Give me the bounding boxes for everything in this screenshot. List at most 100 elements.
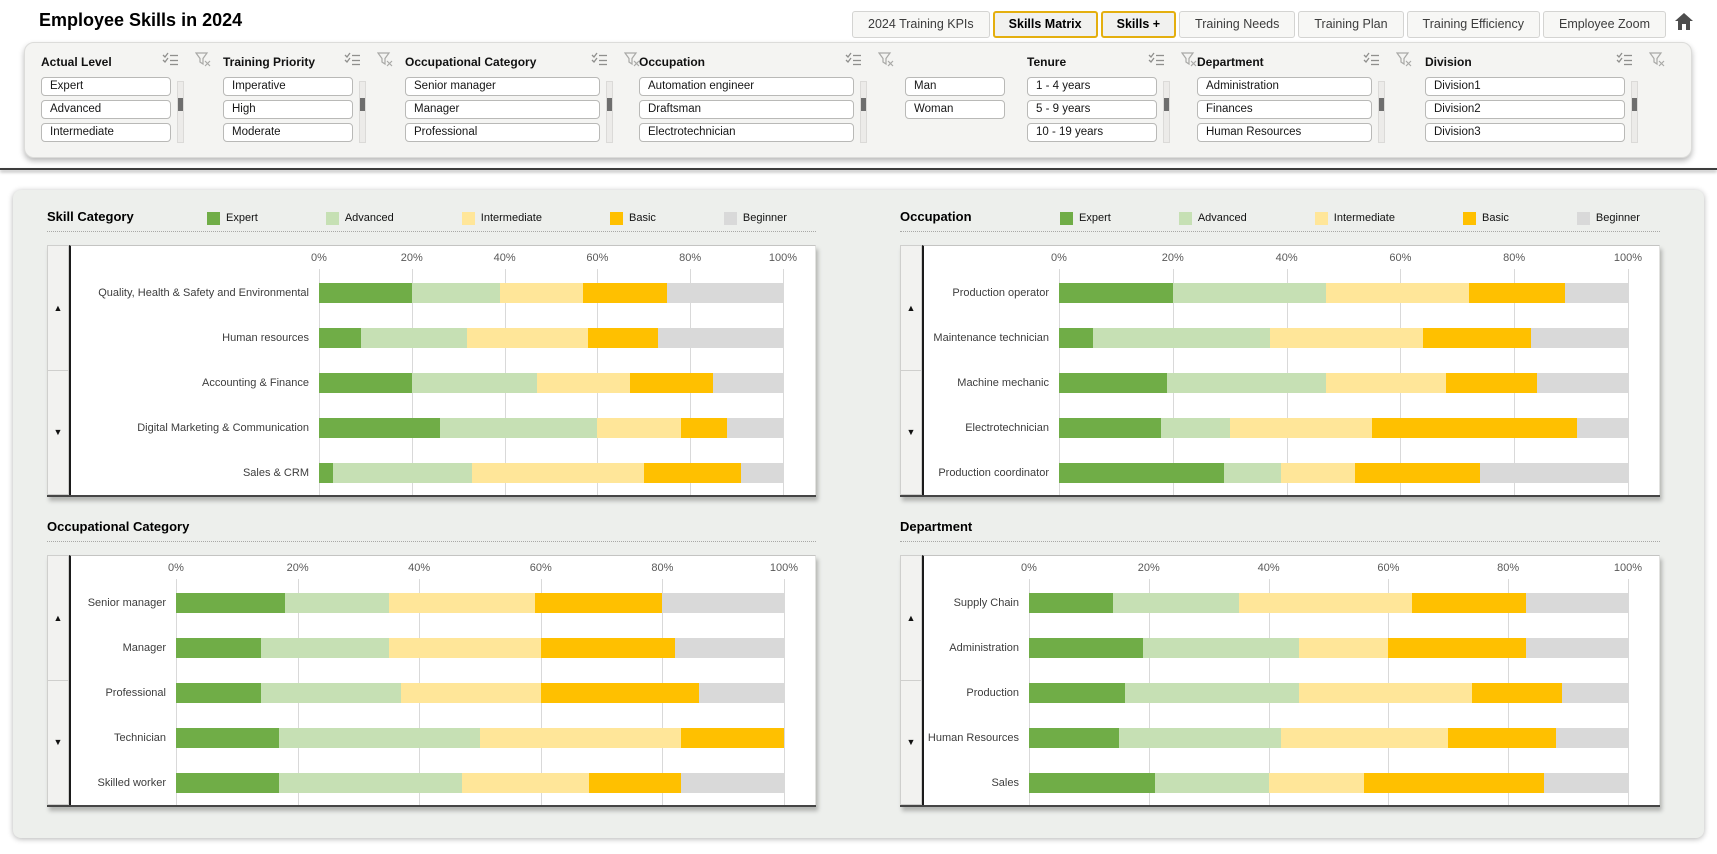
bar-segment-beginner — [741, 462, 783, 483]
bar-segment-intermediate — [400, 682, 541, 703]
tab-training-needs[interactable]: Training Needs — [1179, 11, 1296, 38]
clear-filter-icon[interactable] — [376, 52, 393, 72]
legend-item: Beginner — [1576, 211, 1640, 225]
slicer-item-imperative[interactable]: Imperative — [223, 77, 353, 96]
clear-filter-icon[interactable] — [1180, 52, 1197, 72]
slicer-item-finances[interactable]: Finances — [1197, 100, 1372, 119]
scroll-up-button[interactable]: ▲ — [900, 245, 922, 371]
slicer-item-human-resources[interactable]: Human Resources — [1197, 123, 1372, 142]
slicer-title-training-priority: Training Priority — [223, 55, 316, 69]
category-label: Professional — [105, 686, 166, 699]
slicer-item-administration[interactable]: Administration — [1197, 77, 1372, 96]
bar-segment-beginner — [1480, 462, 1628, 483]
slicer-scrollbar[interactable] — [860, 81, 867, 143]
bar-segment-intermediate — [1229, 417, 1372, 438]
bar-segment-basic — [1364, 772, 1545, 793]
bar-segment-advanced — [1167, 372, 1327, 393]
bar-segment-advanced — [360, 327, 468, 348]
scrollbar-thumb[interactable] — [607, 98, 612, 111]
slicer-item-woman[interactable]: Woman — [905, 100, 1005, 119]
slicer-item-manager[interactable]: Manager — [405, 100, 600, 119]
slicer-item-high[interactable]: High — [223, 100, 353, 119]
scroll-down-button[interactable]: ▼ — [47, 680, 69, 805]
home-button[interactable] — [1669, 11, 1699, 38]
slicer-item-expert[interactable]: Expert — [41, 77, 171, 96]
scroll-down-button[interactable]: ▼ — [47, 370, 69, 495]
legend-swatch — [1178, 211, 1192, 225]
slicer-training-priority: Training Priority Imperative High Moderate — [223, 51, 393, 146]
category-label: Administration — [949, 641, 1019, 654]
legend-label: Basic — [628, 212, 656, 224]
clear-filter-icon[interactable] — [194, 52, 211, 72]
multi-select-icon[interactable] — [162, 52, 179, 72]
multi-select-icon[interactable] — [845, 52, 862, 72]
slicer-scrollbar[interactable] — [359, 81, 366, 143]
bar-segment-beginner — [680, 772, 784, 793]
clear-filter-icon[interactable] — [623, 52, 640, 72]
slicer-item-division1[interactable]: Division1 — [1425, 77, 1625, 96]
legend-item: Basic — [609, 211, 656, 225]
legend-item: Expert — [207, 211, 258, 225]
scrollbar-thumb[interactable] — [1379, 98, 1384, 111]
legend-label: Expert — [226, 212, 258, 224]
slicer-item-intermediate[interactable]: Intermediate — [41, 123, 171, 142]
bar-segment-advanced — [411, 372, 538, 393]
bar-segment-beginner — [666, 282, 783, 303]
multi-select-icon[interactable] — [591, 52, 608, 72]
slicer-item-division2[interactable]: Division2 — [1425, 100, 1625, 119]
slicer-item-5-9-years[interactable]: 5 - 9 years — [1027, 100, 1157, 119]
slicer-item-division3[interactable]: Division3 — [1425, 123, 1625, 142]
slicer-item-1-4-years[interactable]: 1 - 4 years — [1027, 77, 1157, 96]
page-title: Employee Skills in 2024 — [39, 10, 243, 30]
slicer-scrollbar[interactable] — [1378, 81, 1385, 143]
tab-skills-matrix[interactable]: Skills Matrix — [992, 11, 1098, 38]
bar-segment-expert — [1059, 417, 1162, 438]
clear-filter-icon[interactable] — [1395, 52, 1412, 72]
bar-row: Quality, Health & Safety and Environment… — [71, 270, 815, 315]
multi-select-icon[interactable] — [1148, 52, 1165, 72]
bar-segment-intermediate — [461, 772, 590, 793]
scrollbar-thumb[interactable] — [861, 98, 866, 111]
clear-filter-icon[interactable] — [1648, 52, 1665, 72]
tab-training-plan[interactable]: Training Plan — [1298, 11, 1404, 38]
slicer-item-automation-engineer[interactable]: Automation engineer — [639, 77, 854, 96]
scroll-down-button[interactable]: ▼ — [900, 370, 922, 495]
slicer-scrollbar[interactable] — [606, 81, 613, 143]
scrollbar-thumb[interactable] — [360, 98, 365, 111]
multi-select-icon[interactable] — [1363, 52, 1380, 72]
slicer-item-man[interactable]: Man — [905, 77, 1005, 96]
slicer-item-draftsman[interactable]: Draftsman — [639, 100, 854, 119]
scroll-up-button[interactable]: ▲ — [47, 555, 69, 681]
chart-title: Skill Category — [47, 209, 134, 224]
scrollbar-thumb[interactable] — [178, 98, 183, 111]
legend-label: Advanced — [344, 212, 394, 224]
chart-skill-category: Skill Category Expert Advanced Intermediate… — [47, 206, 816, 497]
tab-training-efficiency[interactable]: Training Efficiency — [1406, 11, 1540, 38]
tab-2024-training-kpis[interactable]: 2024 Training KPIs — [852, 11, 990, 38]
tab-skills[interactable]: Skills + — [1100, 11, 1177, 38]
slicer-item-electrotechnician[interactable]: Electrotechnician — [639, 123, 854, 142]
slicer-item-senior-manager[interactable]: Senior manager — [405, 77, 600, 96]
scroll-up-button[interactable]: ▲ — [900, 555, 922, 681]
slicer-item-advanced[interactable]: Advanced — [41, 100, 171, 119]
bar-segment-intermediate — [388, 637, 541, 658]
axis-tick: 100% — [1613, 562, 1643, 574]
multi-select-icon[interactable] — [344, 52, 361, 72]
multi-select-icon[interactable] — [1616, 52, 1633, 72]
scrollbar-thumb[interactable] — [1164, 98, 1169, 111]
slicer-item-10-19-years[interactable]: 10 - 19 years — [1027, 123, 1157, 142]
category-label: Sales — [991, 776, 1019, 789]
clear-filter-icon[interactable] — [877, 52, 894, 72]
scroll-down-button[interactable]: ▼ — [900, 680, 922, 805]
scroll-up-button[interactable]: ▲ — [47, 245, 69, 371]
tab-employee-zoom[interactable]: Employee Zoom — [1542, 11, 1666, 38]
legend-item: Intermediate — [461, 211, 542, 225]
slicer-item-moderate[interactable]: Moderate — [223, 123, 353, 142]
legend-swatch — [207, 211, 220, 225]
slicer-scrollbar[interactable] — [177, 81, 184, 143]
category-label: Quality, Health & Safety and Environment… — [98, 286, 309, 299]
slicer-item-professional[interactable]: Professional — [405, 123, 600, 142]
slicer-scrollbar[interactable] — [1631, 81, 1638, 143]
scrollbar-thumb[interactable] — [1632, 98, 1637, 111]
slicer-scrollbar[interactable] — [1163, 81, 1170, 143]
